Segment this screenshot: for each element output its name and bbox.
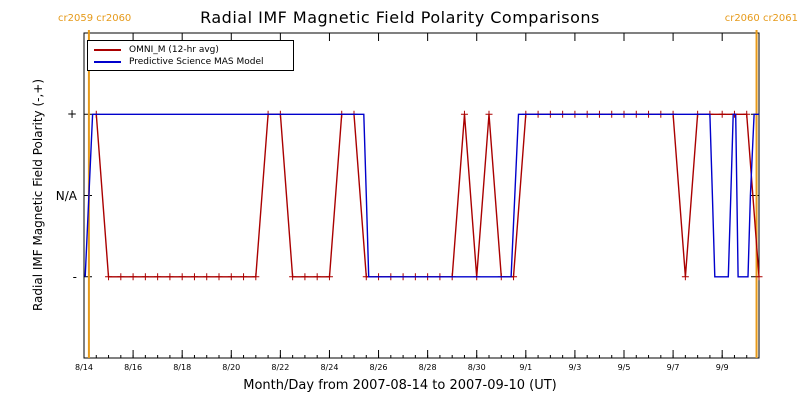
x-tick-label: 8/22 — [271, 363, 290, 372]
plot-frame — [83, 32, 760, 359]
series-point — [117, 273, 125, 281]
series-point — [755, 273, 763, 281]
x-tick-label: 9/9 — [715, 363, 729, 372]
series-point — [190, 273, 198, 281]
legend: OMNI_M (12-hr avg) Predictive Science MA… — [87, 40, 294, 71]
x-tick-label: 9/5 — [617, 363, 631, 372]
x-tick-label: 8/20 — [222, 363, 241, 372]
y-tick-label: + — [66, 107, 77, 122]
series-point — [301, 273, 309, 281]
y-axis-label: Radial IMF Magnetic Field Polarity (-,+) — [31, 78, 45, 312]
series-point — [681, 273, 689, 281]
series-point — [154, 273, 162, 281]
series-point — [743, 110, 751, 118]
legend-item-omni: OMNI_M (12-hr avg) — [94, 44, 219, 56]
series-point — [203, 273, 211, 281]
x-tick-label: 8/18 — [173, 363, 192, 372]
series-line-1 — [84, 113, 759, 278]
legend-item-mas: Predictive Science MAS Model — [94, 56, 264, 68]
x-tick-label: 8/24 — [320, 363, 339, 372]
chart-title: Radial IMF Magnetic Field Polarity Compa… — [200, 8, 600, 27]
series-point — [718, 110, 726, 118]
legend-label-omni: OMNI_M (12-hr avg) — [129, 45, 219, 55]
series-point — [215, 273, 223, 281]
x-tick-label: 9/7 — [666, 363, 680, 372]
carrington-marker-right-label: cr2060 cr2061 — [724, 13, 798, 24]
series-point — [252, 273, 260, 281]
series-point — [166, 273, 174, 281]
x-tick-label: 8/28 — [418, 363, 437, 372]
series-point — [325, 273, 333, 281]
y-tick-label: - — [72, 269, 77, 284]
y-tick-label: N/A — [55, 188, 77, 203]
x-tick-label: 8/14 — [75, 363, 93, 372]
x-axis-label: Month/Day from 2007-08-14 to 2007-09-10 … — [243, 378, 557, 393]
x-tick-label: 8/26 — [369, 363, 388, 372]
series-point — [240, 273, 248, 281]
x-tick-label: 9/3 — [568, 363, 582, 372]
x-tick-label: 9/1 — [519, 363, 533, 372]
series-point — [178, 273, 186, 281]
series-point — [460, 110, 468, 118]
series-point — [313, 273, 321, 281]
legend-swatch-omni — [94, 49, 121, 51]
series-line-0 — [95, 113, 760, 278]
carrington-marker-left-label: cr2059 cr2060 — [58, 13, 132, 24]
x-tick-label: 8/30 — [467, 363, 486, 372]
series-point — [485, 110, 493, 118]
x-tick-label: 8/16 — [124, 363, 143, 372]
legend-swatch-mas — [94, 61, 121, 63]
series-point — [227, 273, 235, 281]
series-point — [105, 273, 113, 281]
series-point — [289, 273, 297, 281]
legend-label-mas: Predictive Science MAS Model — [129, 57, 264, 67]
series-point — [141, 273, 149, 281]
series-point — [129, 273, 137, 281]
